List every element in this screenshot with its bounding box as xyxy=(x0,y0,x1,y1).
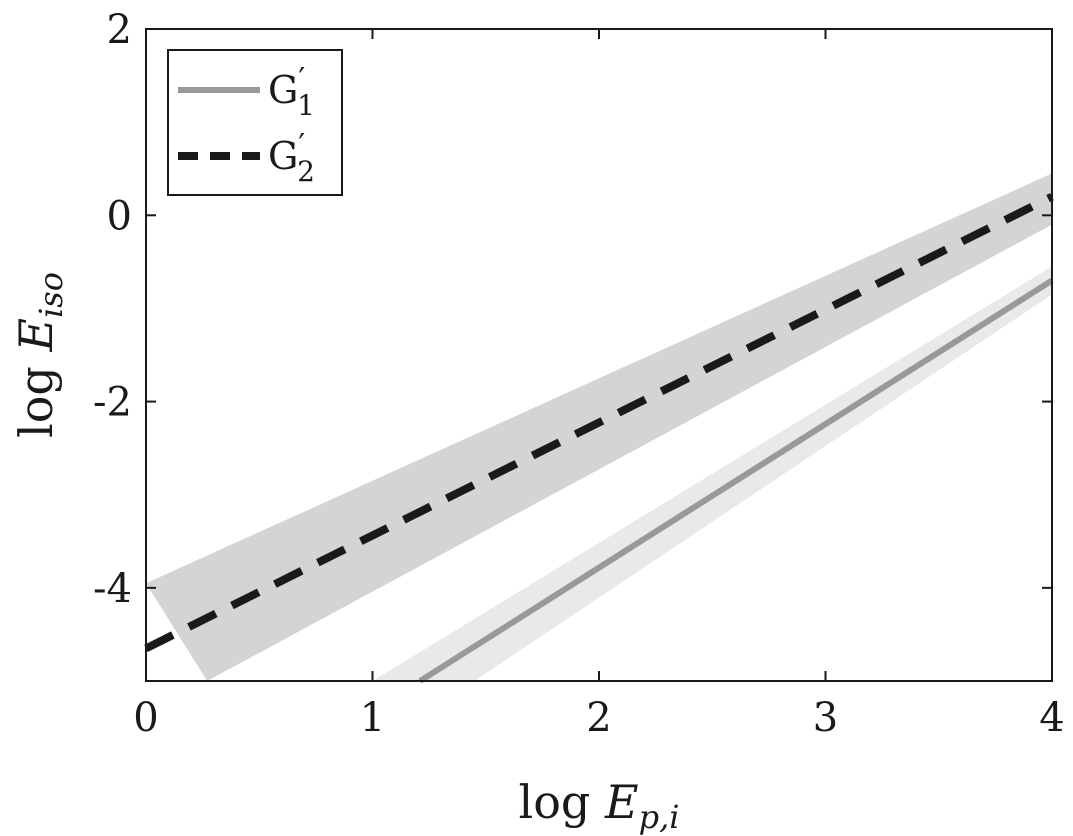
x-tick-label: 0 xyxy=(133,695,158,741)
legend-box xyxy=(167,49,343,196)
x-tick-label: 2 xyxy=(586,695,611,741)
band-series-2 xyxy=(146,173,1052,681)
legend-label-series-1: G′ 1 xyxy=(268,62,315,122)
series-lines xyxy=(144,193,1054,684)
legend-label-series-2: G′ 2 xyxy=(268,128,315,188)
x-tick-label: 4 xyxy=(1039,695,1064,741)
y-tick-label: 2 xyxy=(107,7,132,53)
band-series-1 xyxy=(372,266,1052,681)
y-axis: -4 -2 0 2 xyxy=(93,7,1052,612)
confidence-bands xyxy=(146,173,1052,681)
legend: G′ 1G′ 2 xyxy=(167,49,343,196)
line-series-2 xyxy=(144,193,1054,652)
x-axis-label: log Ep,i xyxy=(519,775,680,836)
line-series-1 xyxy=(418,277,1054,684)
y-tick-label: -4 xyxy=(93,566,132,612)
y-tick-label: -2 xyxy=(93,380,132,426)
x-axis: 0 1 2 3 4 xyxy=(133,29,1065,741)
y-tick-label: 0 xyxy=(107,193,132,239)
x-tick-label: 3 xyxy=(813,695,838,741)
x-tick-label: 1 xyxy=(360,695,385,741)
y-axis-label: log Eiso xyxy=(9,272,70,438)
